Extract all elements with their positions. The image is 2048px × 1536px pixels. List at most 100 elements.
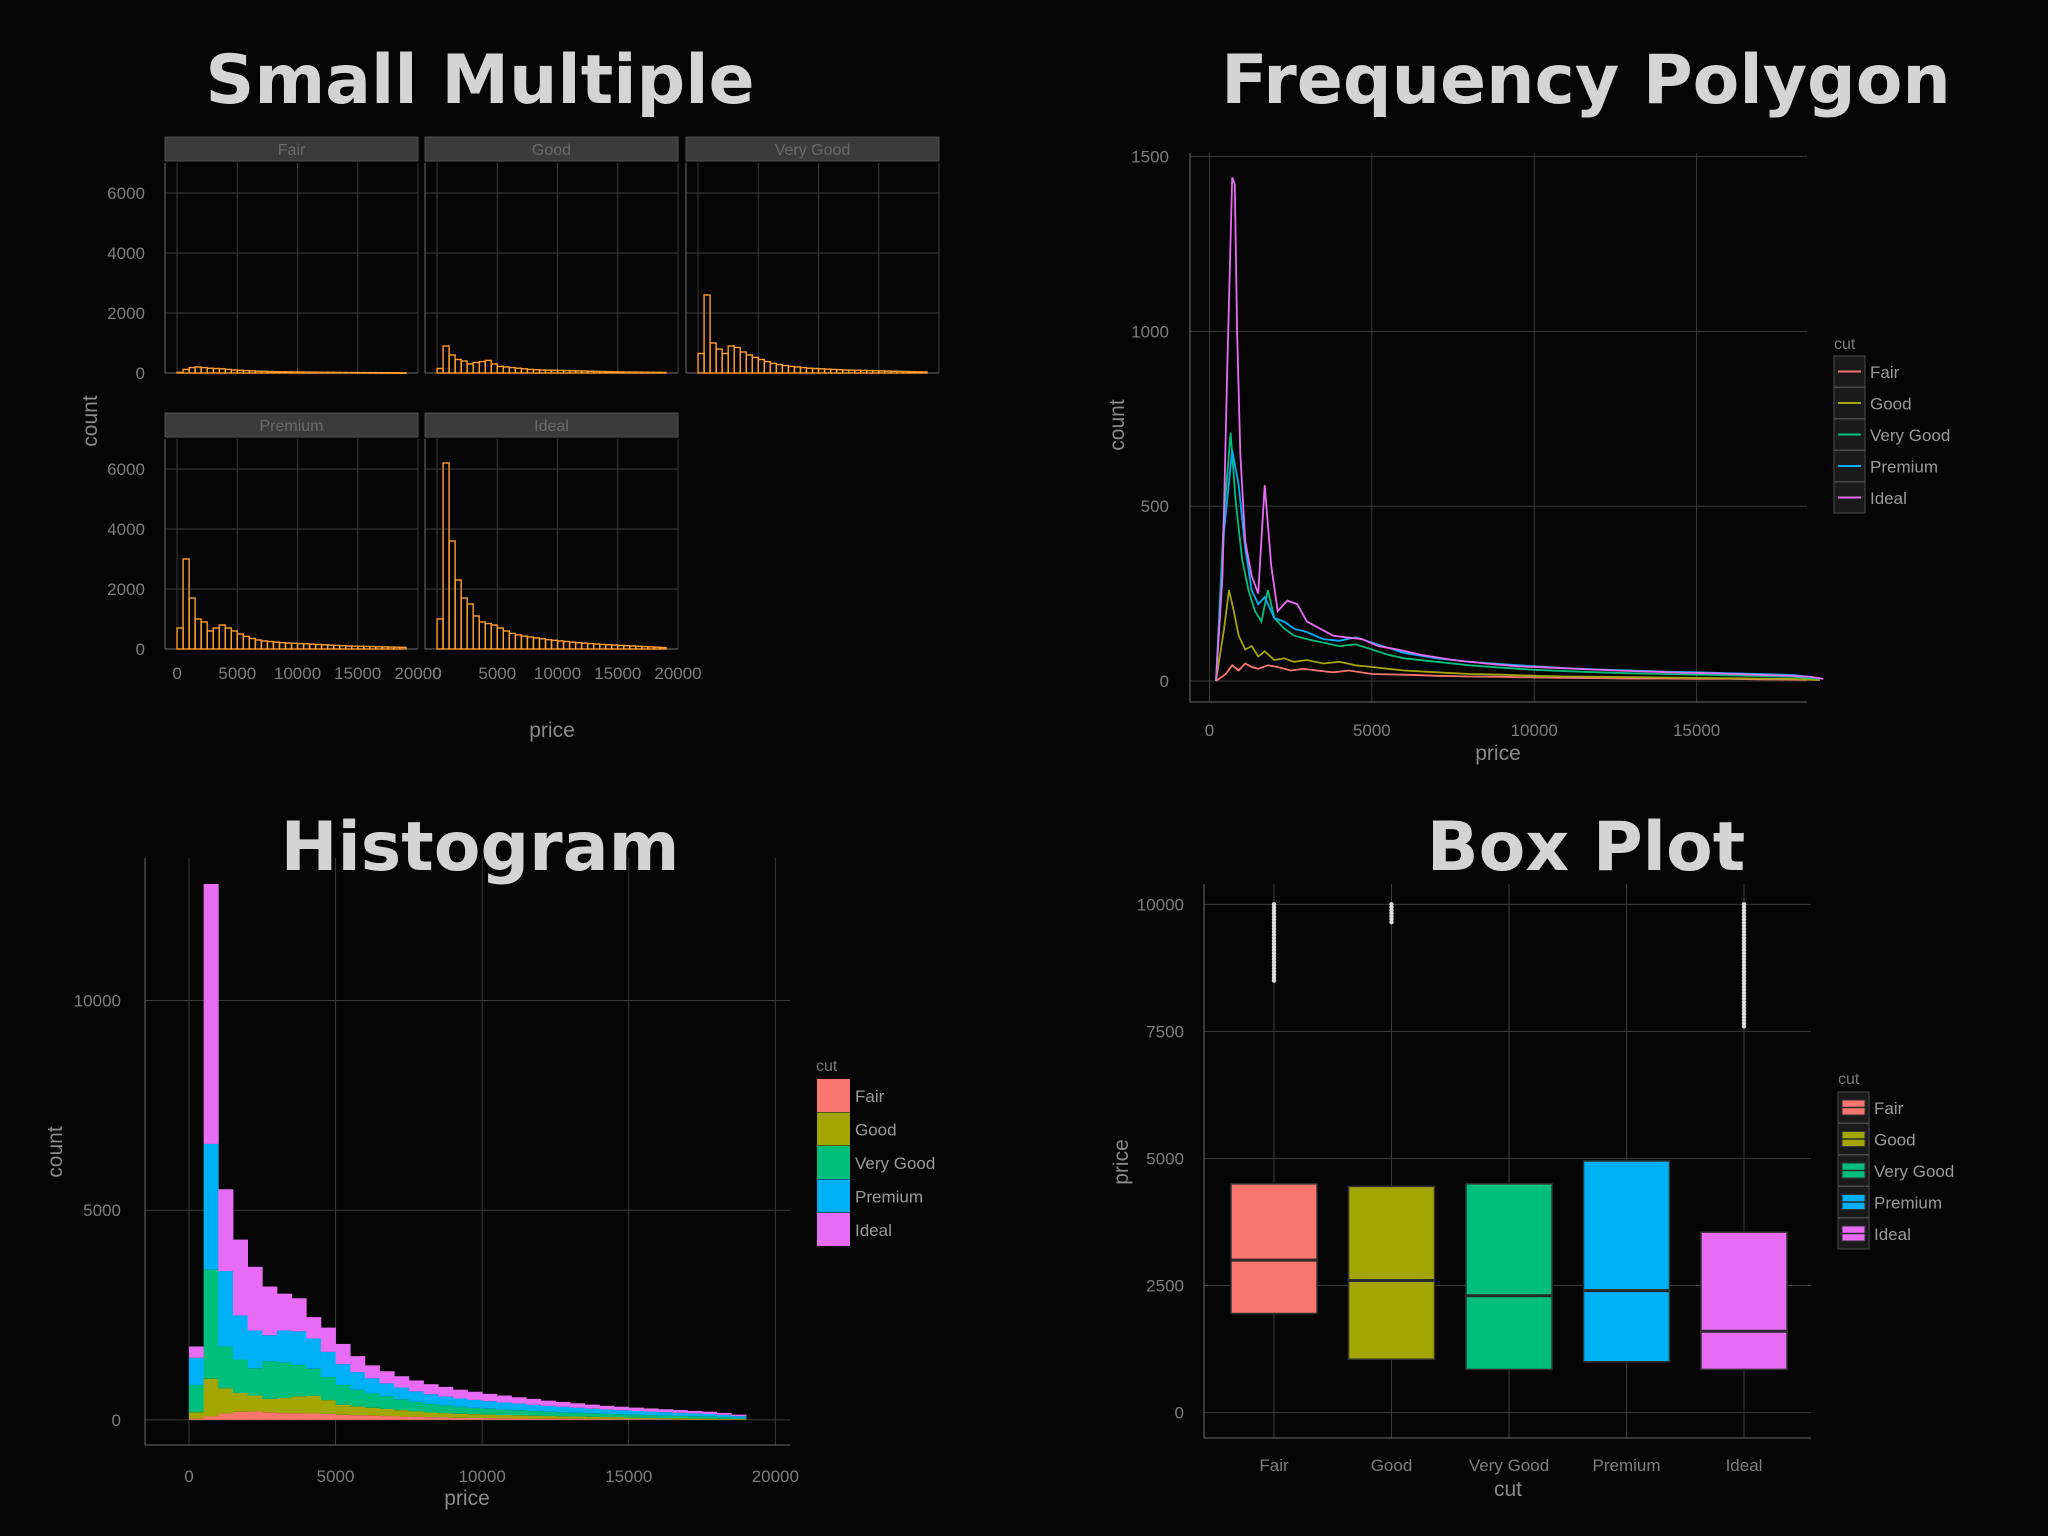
bar-ideal [672,1410,688,1413]
bar-good [467,1414,483,1418]
frequency-polygon-lines [1215,177,1824,682]
x-tick-label: 0 [1205,721,1214,740]
outlier-point [1271,929,1277,934]
x-tick-label: 15000 [594,664,641,683]
bar [290,371,299,374]
y-tick-label: 2500 [1146,1277,1184,1296]
box-plot-xlabel: cut [1494,1478,1522,1501]
y-tick-label: 0 [136,364,145,383]
legend-swatch-fair [817,1079,850,1112]
small-multiple-xlabel: price [529,719,575,742]
x-tick-label: 15000 [334,664,381,683]
bar-fair [335,1414,351,1420]
outlier-point [1271,917,1277,922]
bar-very-good [335,1385,351,1405]
bar-ideal [335,1343,351,1365]
strip-label-ideal: Ideal [534,418,569,435]
outlier-point [1271,914,1277,919]
bar [357,371,365,374]
bar-good [203,1378,219,1417]
bar-ideal [687,1410,703,1414]
x-tick-label: Fair [1259,1456,1289,1475]
frequency-polygon-title: Frequency Polygon [1221,41,1951,120]
outlier-point [1741,947,1747,953]
bar [338,371,347,374]
bar-good [423,1412,439,1418]
bar-premium [408,1391,424,1402]
legend-label-premium: Premium [855,1188,923,1207]
bar-premium [584,1408,600,1414]
bar-premium [511,1403,527,1411]
bar-ideal [262,1286,278,1336]
outlier-point [1271,953,1277,959]
bar-very-good [716,1417,732,1419]
x-tick-label: 0 [172,664,181,683]
bar-good [408,1411,424,1417]
outlier-point [1741,1011,1747,1017]
bar-good [628,1417,644,1420]
bar-ideal [218,1189,234,1271]
bar-premium [291,1331,307,1365]
bar [363,371,371,374]
bar-ideal [203,883,219,1144]
box-plot-ticks: Fair Good Very Good Premium Ideal 0 2500 5000 75… [1137,895,1763,1475]
bar-premium [423,1394,439,1404]
bar-good [658,1418,674,1420]
bar-good [702,1418,718,1420]
legend-label-premium: Premium [1874,1194,1942,1213]
bar-premium [614,1410,630,1415]
bar-good [232,1393,249,1412]
x-tick-label: 5000 [478,664,516,683]
bar-fair [658,1419,674,1420]
bar-fair [188,1418,205,1420]
frequency-polygon-chart: 0 5000 10000 15000 0 500 1000 1500 cut Fair Good… [1106,147,1950,765]
bar-premium [276,1330,292,1363]
bar-very-good [628,1414,644,1418]
histogram-ticks: 0 5000 10000 15000 20000 0 5000 10000 [74,992,799,1486]
outlier-point [1741,905,1747,910]
bar-ideal [555,1401,571,1407]
bar [320,371,329,374]
bar-good [276,1398,292,1414]
bar [623,371,631,374]
bar-ideal [540,1400,556,1406]
histogram-chart: 0 5000 10000 15000 20000 0 5000 10000 cut Fair G… [44,858,935,1510]
bar-ideal [702,1411,718,1414]
bar-good [364,1407,380,1416]
x-tick-label: 5000 [218,664,256,683]
bar-very-good [320,1377,336,1401]
small-multiple-ticks: 0 2000 4000 6000 0 2000 4000 6000 0 5000 10000 1500… [107,184,701,683]
x-tick-label: Ideal [1726,1456,1763,1475]
legend-label-fair: Fair [1870,363,1900,382]
outlier-point [1741,902,1747,907]
bar-fair [203,1416,219,1420]
bar-fair [423,1417,439,1420]
outlier-point [1271,905,1277,910]
outlier-point [1741,938,1747,944]
outlier-point [1741,1002,1747,1008]
bar-very-good [687,1416,703,1419]
strip-premium [164,412,419,438]
bar-premium [188,1357,205,1386]
bar-premium [599,1409,615,1414]
outlier-point [1741,911,1747,916]
bar-good [555,1416,571,1419]
bar-good [335,1404,351,1415]
bar-ideal [511,1397,527,1404]
legend-label-good: Good [1870,395,1912,414]
outlier-point [1271,957,1277,962]
bar-ideal [438,1386,454,1397]
outlier-point [1741,941,1747,947]
bar-fair [452,1417,468,1420]
y-tick-label: 6000 [107,184,145,203]
bar-fair [291,1413,307,1420]
outlier-point [1741,963,1747,968]
bar-ideal [394,1376,410,1388]
outlier-point [1741,984,1747,989]
bar-ideal [306,1317,322,1339]
bar-ideal [731,1414,747,1417]
bar [914,371,922,374]
outlier-point [1271,938,1277,944]
outlier-point [1271,944,1277,950]
frequency-polygon-legend-title: cut [1834,336,1856,353]
